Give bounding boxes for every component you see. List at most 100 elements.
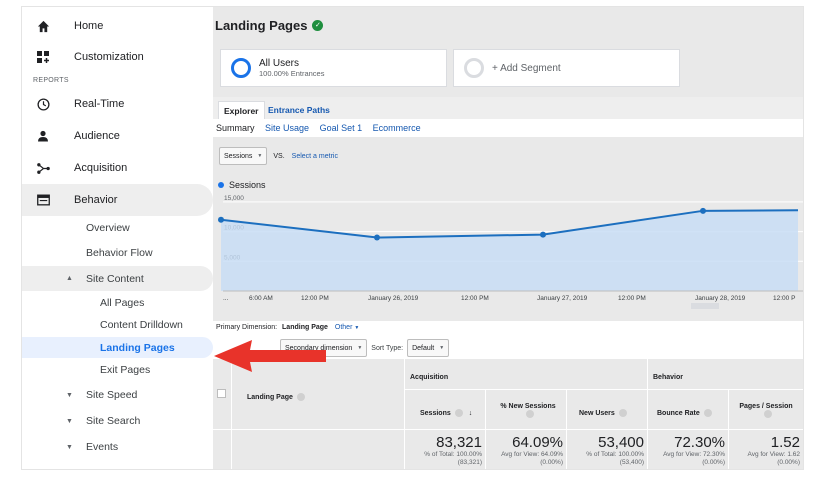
col-header-pages-session[interactable]: Pages / Session xyxy=(733,403,799,418)
total-sub: (0.00%) xyxy=(777,459,800,466)
sidebar-item-overview[interactable]: Overview xyxy=(22,220,213,236)
total-new-users: 53,400 % of Total: 100.00% (53,400) xyxy=(568,434,644,467)
sidebar-item-label: Site Speed xyxy=(86,389,138,401)
col-divider xyxy=(404,359,405,469)
sidebar-item-label: All Pages xyxy=(100,297,145,309)
sidebar-item-label: Behavior xyxy=(74,194,118,206)
total-new-sessions: 64.09% Avg for View: 64.09% (0.00%) xyxy=(487,434,563,467)
help-icon[interactable] xyxy=(526,410,534,418)
total-sub: (0.00%) xyxy=(702,459,725,466)
sort-type-label: Sort Type: xyxy=(371,344,404,352)
select-metric-link[interactable]: Select a metric xyxy=(291,152,338,160)
total-value: 83,321 xyxy=(436,434,482,451)
primary-dimension-value[interactable]: Landing Page xyxy=(282,324,328,331)
segment-all-users[interactable]: All Users 100.00% Entrances xyxy=(220,49,447,87)
sessions-area xyxy=(221,210,798,291)
sidebar-item-label: Overview xyxy=(86,222,130,234)
col-header-landing-page[interactable]: Landing Page xyxy=(247,393,305,401)
subtab-goal-set[interactable]: Goal Set 1 xyxy=(319,123,363,133)
page-header: Landing Pages ✓ xyxy=(213,7,803,43)
tab-explorer[interactable]: Explorer xyxy=(218,101,265,119)
sidebar-item-site-speed[interactable]: ▼ Site Speed xyxy=(22,387,213,403)
group-header-behavior: Behavior xyxy=(653,374,683,381)
red-pointer-arrow xyxy=(214,340,326,372)
sidebar-item-acquisition[interactable]: Acquisition xyxy=(22,152,213,184)
sort-desc-icon[interactable]: ↓ xyxy=(468,409,473,417)
sidebar-item-label: Site Search xyxy=(86,415,141,427)
other-caret-icon: ▼ xyxy=(354,325,360,331)
sidebar-item-realtime[interactable]: Real-Time xyxy=(22,88,213,120)
sidebar-item-label: Home xyxy=(74,20,104,32)
col-header-new-sessions[interactable]: % New Sessions xyxy=(495,403,561,418)
row-divider xyxy=(213,429,803,430)
x-tick-label: ... xyxy=(223,295,229,302)
total-value: 72.30% xyxy=(674,434,725,451)
help-icon[interactable] xyxy=(703,409,712,417)
legend-dot xyxy=(218,182,224,188)
data-point[interactable] xyxy=(374,234,380,241)
sidebar: Home Customization REPORTS Real-Time Aud… xyxy=(22,7,213,469)
x-tick-label: January 27, 2019 xyxy=(537,295,588,302)
help-icon[interactable] xyxy=(764,410,772,418)
total-sub: % of Total: 100.00% xyxy=(424,451,482,458)
dropdown-arrow-icon: ▼ xyxy=(439,345,445,351)
subtab-ecommerce[interactable]: Ecommerce xyxy=(372,123,421,133)
col-header-label: % New Sessions xyxy=(500,403,556,410)
subtab-site-usage[interactable]: Site Usage xyxy=(265,123,310,133)
sidebar-item-site-search[interactable]: ▼ Site Search xyxy=(22,413,213,429)
sidebar-item-label: Customization xyxy=(74,51,144,63)
caret-down-icon: ▼ xyxy=(66,443,73,451)
sidebar-item-label: Acquisition xyxy=(74,162,128,174)
help-icon[interactable] xyxy=(618,409,627,417)
total-value: 1.52 xyxy=(770,434,800,451)
data-point[interactable] xyxy=(540,231,546,238)
sidebar-item-events[interactable]: ▼ Events xyxy=(22,439,213,455)
total-sub: % of Total: 100.00% xyxy=(586,451,644,458)
x-tick-label: 12:00 PM xyxy=(461,295,489,302)
legend-series-label: Sessions xyxy=(229,180,266,190)
other-dimension-link[interactable]: Other xyxy=(334,324,353,331)
sidebar-item-home[interactable]: Home xyxy=(22,10,213,42)
help-icon[interactable] xyxy=(296,393,305,401)
col-header-label: Pages / Session xyxy=(739,403,793,410)
sidebar-item-exit-pages[interactable]: Exit Pages xyxy=(22,362,213,378)
sidebar-item-content-drilldown[interactable]: Content Drilldown xyxy=(22,317,213,333)
x-tick-label: 12:00 PM xyxy=(618,295,646,302)
sidebar-item-audience[interactable]: Audience xyxy=(22,120,213,152)
sidebar-item-label: Behavior Flow xyxy=(86,247,153,259)
tab-entrance-paths[interactable]: Entrance Paths xyxy=(268,105,330,115)
sort-type-dropdown[interactable]: Default ▼ xyxy=(407,339,450,357)
col-header-sessions[interactable]: Sessions ↓ xyxy=(420,409,472,417)
chart-scroll-handle[interactable] xyxy=(691,303,719,309)
select-all-checkbox[interactable] xyxy=(217,389,226,398)
sidebar-item-site-content[interactable]: ▲ Site Content xyxy=(22,266,213,291)
help-icon[interactable] xyxy=(454,409,463,417)
clock-icon xyxy=(36,97,50,111)
caret-down-icon: ▼ xyxy=(66,391,73,399)
data-point[interactable] xyxy=(700,207,706,214)
sidebar-item-customization[interactable]: Customization xyxy=(22,41,213,73)
col-header-new-users[interactable]: New Users xyxy=(579,409,627,417)
sidebar-item-behavior[interactable]: Behavior xyxy=(22,184,213,216)
sidebar-item-all-pages[interactable]: All Pages xyxy=(22,295,213,311)
add-segment-button[interactable]: + Add Segment xyxy=(453,49,680,87)
subtab-summary[interactable]: Summary xyxy=(216,123,255,133)
sidebar-item-behavior-flow[interactable]: Behavior Flow xyxy=(22,245,213,261)
sidebar-item-label: Audience xyxy=(74,130,120,142)
metric-dropdown-label: Sessions xyxy=(224,152,253,160)
segment-ring-icon xyxy=(231,58,251,78)
total-value: 64.09% xyxy=(512,434,563,451)
verified-check-icon: ✓ xyxy=(312,19,324,31)
col-divider xyxy=(647,359,648,469)
sidebar-item-label: Exit Pages xyxy=(100,364,151,376)
total-sub: (83,321) xyxy=(457,459,482,466)
sidebar-item-landing-pages[interactable]: Landing Pages xyxy=(22,337,213,358)
metric-dropdown[interactable]: Sessions ▼ xyxy=(219,147,268,165)
total-sessions: 83,321 % of Total: 100.00% (83,321) xyxy=(406,434,482,467)
primary-dimension-label: Primary Dimension: xyxy=(216,324,278,331)
col-header-bounce-rate[interactable]: Bounce Rate xyxy=(657,409,712,417)
data-point[interactable] xyxy=(218,216,224,223)
row-divider xyxy=(404,389,803,390)
caret-up-icon: ▲ xyxy=(66,275,73,282)
